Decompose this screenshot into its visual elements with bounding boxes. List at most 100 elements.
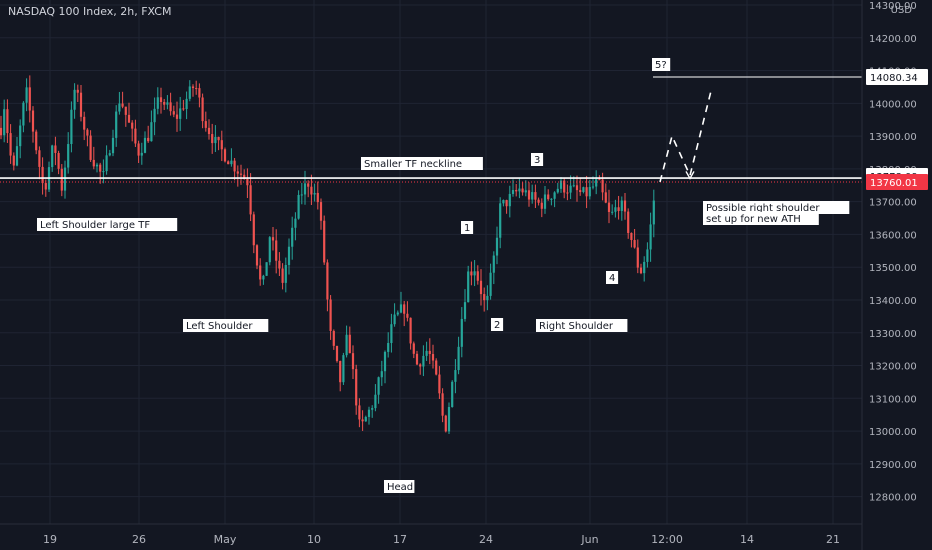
candle-body — [406, 313, 409, 318]
candle-body — [217, 137, 220, 141]
candle-body — [278, 260, 281, 269]
candle-body — [588, 186, 591, 197]
candle-body — [627, 211, 630, 233]
y-axis[interactable]: 12800.00 12900.00 13000.00 13100.00 13200.00… — [861, 0, 928, 550]
candle-body — [243, 174, 246, 179]
candle-body — [431, 354, 435, 361]
candle-body — [86, 129, 89, 136]
candle-body — [207, 127, 211, 135]
chart-title: NASDAQ 100 Index, 2h, FXCM — [8, 5, 172, 18]
annotation-right-shoulder-box — [536, 319, 628, 332]
x-axis[interactable]: 19 26 May 10 17 24 Jun 12:00 14 21 — [0, 523, 862, 546]
annotation-left-shoulder-box — [183, 319, 269, 332]
candle-body — [287, 246, 291, 265]
candle-body — [342, 355, 345, 383]
x-tick-label: 26 — [132, 533, 146, 546]
candle-body — [73, 89, 76, 110]
candle-body — [563, 180, 566, 193]
candle-body — [511, 190, 515, 194]
x-tick-label: 21 — [826, 533, 840, 546]
candle-body — [604, 192, 607, 203]
candle-body — [60, 168, 63, 191]
annotation-neckline-text: Smaller TF neckline — [364, 159, 462, 170]
x-tick-label: 14 — [740, 533, 754, 546]
candle-body — [531, 192, 534, 200]
candle-body — [463, 302, 467, 319]
candle-body — [351, 353, 355, 370]
candle-body — [179, 108, 182, 119]
candle-body — [527, 190, 531, 200]
annotation-5-box — [652, 58, 671, 71]
candle-body — [457, 346, 460, 371]
candle-body — [163, 102, 166, 105]
candle-body — [367, 409, 371, 417]
candle-body — [579, 190, 582, 193]
candle-body — [67, 144, 70, 168]
y-tick-label: 13900.00 — [869, 132, 917, 143]
candle-body — [51, 145, 54, 168]
candle-body — [147, 137, 150, 142]
y-tick-label: 13700.00 — [869, 198, 917, 209]
annotation-1-box — [461, 221, 474, 234]
y-tick-label: 13500.00 — [869, 263, 917, 274]
annotation-note-line1-box — [703, 201, 850, 214]
annotation-neckline: Smaller TF neckline — [361, 157, 483, 170]
candle-body — [540, 202, 543, 209]
candle-body — [428, 350, 431, 355]
candle-body — [383, 351, 387, 372]
candle-body — [300, 194, 303, 196]
candle-body — [19, 125, 22, 147]
x-tick-label: 10 — [307, 533, 321, 546]
candle-body — [15, 146, 19, 166]
candle-body — [38, 150, 41, 167]
candle-body — [486, 295, 489, 301]
candle-body — [483, 294, 486, 301]
candles — [0, 75, 655, 435]
candle-body — [275, 240, 278, 261]
annotation-note-line2: set up for new ATH — [703, 212, 819, 225]
candle-body — [550, 198, 553, 200]
candle-body — [294, 218, 297, 228]
candle-body — [332, 330, 335, 346]
candle-body — [182, 108, 185, 110]
candle-body — [435, 360, 438, 375]
currency-label[interactable]: USD — [890, 5, 912, 16]
candle-body — [137, 143, 140, 156]
candle-body — [35, 131, 38, 151]
candle-body — [438, 374, 441, 394]
candle-body — [630, 232, 633, 241]
candle-body — [508, 193, 511, 207]
candle-body — [156, 97, 159, 109]
candle-body — [326, 262, 329, 300]
annotation-left-shoulder: Left Shoulder — [183, 319, 269, 332]
y-tick-label: 13400.00 — [869, 296, 917, 307]
candle-body — [559, 180, 563, 189]
price-tag-label: 14080.34 — [870, 73, 918, 84]
candle-body — [387, 343, 390, 352]
candle-body — [57, 152, 60, 169]
annotation-4-text: 4 — [609, 273, 615, 284]
y-tick-label: 12800.00 — [869, 493, 917, 504]
candle-body — [422, 355, 425, 367]
candle-body — [617, 207, 620, 211]
candle-body — [185, 98, 188, 110]
candle-body — [227, 161, 230, 165]
candle-body — [355, 369, 358, 406]
candle-body — [643, 261, 646, 274]
x-tick-label: 17 — [393, 533, 407, 546]
candle-body — [22, 102, 25, 126]
annotation-note-line2-box — [703, 212, 819, 225]
y-tick-label: 13600.00 — [869, 230, 917, 241]
candle-body — [169, 102, 172, 112]
candle-body — [319, 202, 323, 221]
candle-body — [44, 183, 47, 190]
candle-body — [233, 160, 236, 172]
candle-body — [515, 190, 518, 192]
price-tag-label: 13760.01 — [870, 178, 918, 189]
candle-body — [105, 155, 108, 172]
candle-body — [297, 194, 300, 219]
candle-body — [534, 192, 537, 200]
candle-body — [393, 314, 396, 325]
annotation-left-shoulder-large-tf-text: Left Shoulder large TF — [40, 220, 150, 231]
